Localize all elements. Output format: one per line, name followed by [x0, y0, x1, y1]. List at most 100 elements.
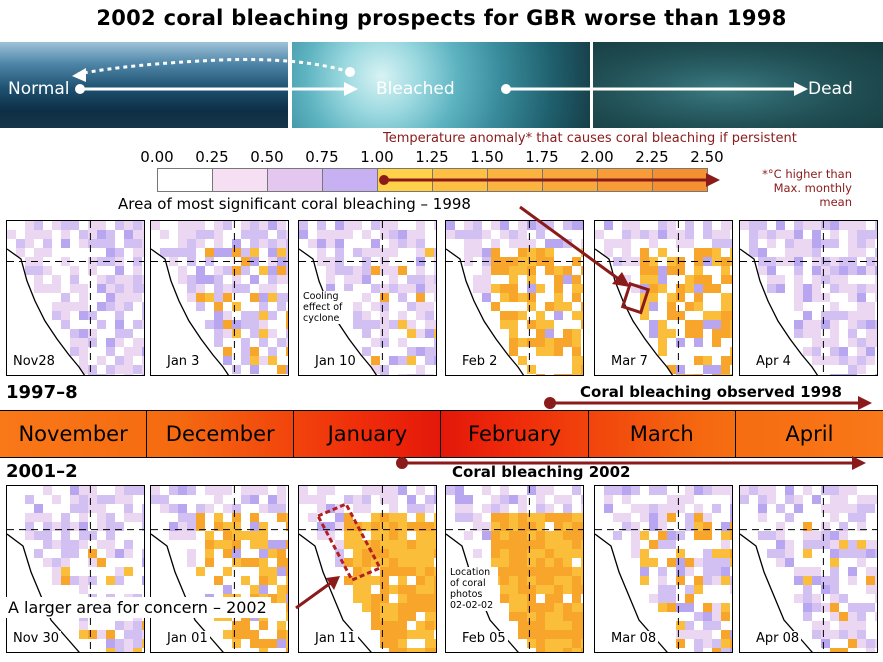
scale-tick-label: 0.25: [195, 148, 229, 166]
land-mass: [151, 534, 223, 652]
map-panel: Feb 2: [445, 220, 584, 376]
map-panel: Apr 4: [739, 220, 878, 376]
photo-dead-coral: [593, 42, 883, 128]
map-panel: Nov28: [6, 220, 145, 376]
obs02-arrow-head: [852, 456, 866, 470]
label-normal: Normal: [8, 79, 70, 99]
coastline: [151, 533, 224, 652]
map-svg: [446, 486, 583, 652]
map-date-label: Nov28: [11, 354, 57, 369]
month-segment: November: [0, 411, 148, 457]
coastline: [740, 248, 819, 375]
obs98-arrow-head: [858, 396, 872, 410]
scale-tick-label: 2.00: [580, 148, 614, 166]
year-label-2002: 2001–2: [6, 461, 78, 482]
obs02-arrow-dot: [396, 457, 408, 469]
scale-tick-label: 2.50: [690, 148, 724, 166]
label-bleached: Bleached: [376, 79, 455, 99]
map-date-label: Jan 10: [313, 354, 358, 369]
scale-footnote-line2: Max. monthly: [773, 181, 852, 195]
scale-footnote-line3: mean: [819, 195, 852, 209]
map-svg: [740, 486, 877, 652]
label-dead: Dead: [808, 79, 853, 99]
map-date-label: Jan 11: [313, 631, 358, 646]
month-segment: January: [294, 411, 442, 457]
map-panel: Jan 3: [150, 220, 289, 376]
cooling-note: Cooling effect of cyclone: [303, 291, 353, 324]
map-svg: [7, 486, 144, 652]
map-svg: [151, 221, 288, 375]
map-date-label: Feb 05: [460, 631, 508, 646]
coastline: [299, 248, 378, 375]
month-segment: March: [589, 411, 736, 457]
map-svg: [151, 486, 288, 652]
photo-location-note: Location of coral photos 02-02-02: [450, 567, 498, 611]
scale-tick-label: 1.75: [525, 148, 559, 166]
obs98-arrow-dot: [544, 397, 556, 409]
scale-color-cell: [322, 168, 378, 192]
coastline: [446, 248, 525, 375]
map-date-label: Apr 4: [754, 354, 793, 369]
map-date-label: Apr 08: [754, 631, 802, 646]
map-panel: Apr 08: [739, 485, 878, 653]
map-panel: Jan 11: [298, 485, 437, 653]
scale-color-cell: [597, 168, 653, 192]
map-svg: [446, 221, 583, 375]
map-svg: [299, 221, 436, 375]
scale-tick-label: 1.00: [360, 148, 394, 166]
month-segment: February: [442, 411, 589, 457]
map-panel: Jan 10: [298, 220, 437, 376]
map-svg: [7, 221, 144, 375]
coastline: [7, 533, 80, 652]
map-panel: Mar 08: [594, 485, 733, 653]
banner-arrows: [72, 58, 808, 96]
map-svg: [595, 486, 732, 652]
coastline: [7, 248, 86, 375]
scale-color-cell: [267, 168, 323, 192]
land-mass: [740, 534, 812, 652]
scale-tick-label: 1.50: [470, 148, 504, 166]
scale-footnote-line1: *°C higher than: [762, 167, 852, 181]
scale-tick-label: 0.00: [140, 148, 174, 166]
coastline: [446, 533, 519, 652]
scale-arrow-head: [706, 173, 720, 187]
coastline: [740, 533, 813, 652]
map-panel: Nov 30: [6, 485, 145, 653]
year-label-1998: 1997–8: [6, 382, 78, 403]
photo-bleached-coral: [292, 42, 590, 128]
scale-tick-label: 0.50: [250, 148, 284, 166]
map-date-label: Feb 2: [460, 354, 500, 369]
map-svg: [595, 221, 732, 375]
map-panel: Mar 7: [594, 220, 733, 376]
scale-color-cell: [432, 168, 488, 192]
bleaching-observed-2002: Coral bleaching 2002: [452, 463, 631, 481]
land-mass: [595, 534, 667, 652]
month-segment: April: [785, 422, 834, 446]
scale-tick-label: 2.25: [635, 148, 669, 166]
map-date-label: Nov 30: [11, 631, 62, 646]
photo-normal-coral: [0, 42, 288, 128]
month-segment: December: [147, 411, 295, 457]
scale-tick-label: 0.75: [305, 148, 339, 166]
map-date-label: Jan 01: [165, 631, 210, 646]
scale-color-cell: [212, 168, 268, 192]
scale-color-cell: [487, 168, 543, 192]
scale-color-cell: [157, 168, 213, 192]
month-timeline: November December January February March Apri…: [0, 410, 883, 458]
scale-caption: Temperature anomaly* that causes coral b…: [383, 131, 797, 146]
scale-footnote: *°C higher than Max. monthly mean: [722, 167, 852, 209]
concern-label-2002: A larger area for concern – 2002: [4, 597, 271, 618]
land-mass: [446, 534, 518, 652]
map-svg: [740, 221, 877, 375]
scale-color-cell: [377, 168, 433, 192]
map-date-label: Mar 08: [609, 631, 659, 646]
map-date-label: Mar 7: [609, 354, 650, 369]
scale-color-cell: [542, 168, 598, 192]
area-label-1998: Area of most significant coral bleaching…: [118, 195, 471, 213]
coastline: [151, 248, 230, 375]
scale-tick-label: 1.25: [415, 148, 449, 166]
bleaching-observed-1998: Coral bleaching observed 1998: [580, 383, 842, 401]
map-svg: [299, 486, 436, 652]
coastline: [595, 533, 668, 652]
scale-color-cell: [652, 168, 708, 192]
